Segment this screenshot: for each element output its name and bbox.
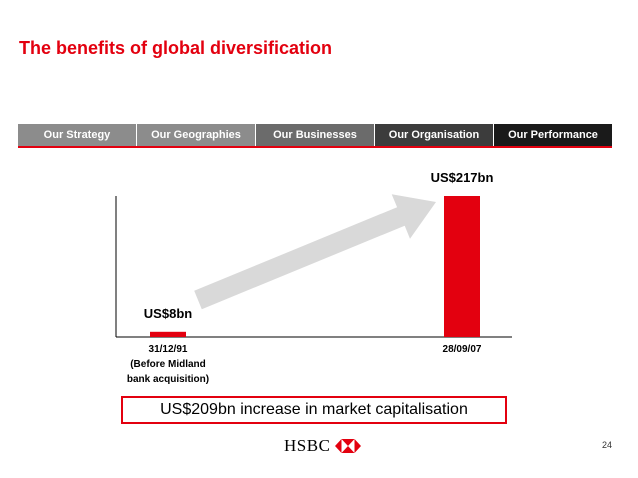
page-number: 24 [601, 440, 612, 450]
bar-1 [444, 196, 480, 337]
tab-our-performance[interactable]: Our Performance [494, 124, 612, 146]
category-label-0: 31/12/91 (Before Midland bank acquisition) [126, 344, 210, 385]
market-cap-callout: US$209bn increase in market capitalisati… [121, 396, 507, 424]
bar-0 [150, 331, 186, 337]
bar-value-label-0: US$8bn [143, 305, 193, 321]
callout-text: US$209bn increase in market capitalisati… [160, 401, 468, 418]
hsbc-logo: HSBC [284, 436, 362, 456]
logo-text: HSBC [284, 436, 331, 455]
bar-value-label-1: US$217bn [430, 170, 494, 185]
tab-our-organisation[interactable]: Our Organisation [375, 124, 494, 146]
slide-title: The benefits of global diversification [19, 38, 333, 58]
tab-our-geographies[interactable]: Our Geographies [137, 124, 256, 146]
growth-arrow-icon [194, 194, 436, 310]
tab-our-strategy[interactable]: Our Strategy [18, 124, 137, 146]
category-label-1: 28/09/07 [442, 344, 482, 355]
section-nav: Our Strategy Our Geographies Our Busines… [18, 124, 612, 148]
tab-our-businesses[interactable]: Our Businesses [256, 124, 375, 146]
hexagon-logo-icon [335, 439, 362, 453]
